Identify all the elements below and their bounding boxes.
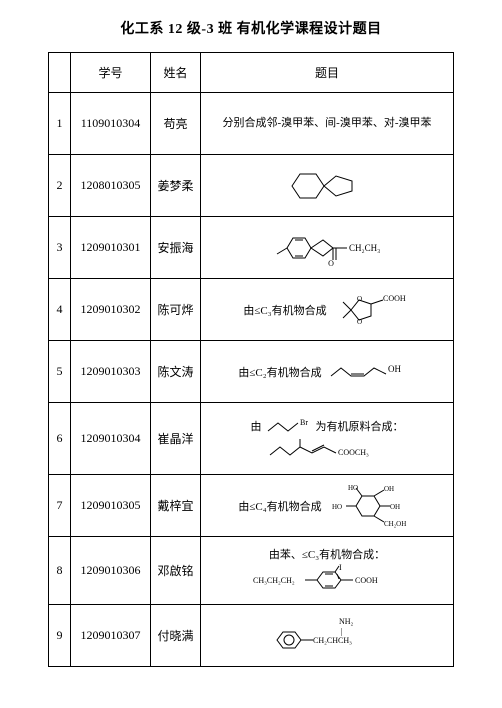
topic-text: 分别合成邻-溴甲苯、间-溴甲苯、对-溴甲苯 [205,115,449,133]
cell-topic: O CH₂CH₃ [201,217,454,279]
svg-text:I: I [339,564,342,572]
cell-name: 姜梦柔 [151,155,201,217]
cell-idx: 8 [49,537,71,605]
cell-topic [201,155,454,217]
cell-topic: 由≤C₃有机物合成 O O COOH [201,279,454,341]
table-row: 3 1209010301 安振海 [49,217,454,279]
label-chain: CH₂CHCH₃ [313,636,352,645]
cell-topic: 分别合成邻-溴甲苯、间-溴甲苯、对-溴甲苯 [201,93,454,155]
cell-id: 1209010307 [71,605,151,667]
cell-name: 苟亮 [151,93,201,155]
svg-text:O: O [328,259,334,268]
table-row: 6 1209010304 崔晶洋 由 Br 为有机原料合成： [49,403,454,475]
header-id: 学号 [71,53,151,93]
cell-name: 戴梓宜 [151,475,201,537]
cell-idx: 5 [49,341,71,403]
cell-name: 邓啟铭 [151,537,201,605]
cell-idx: 4 [49,279,71,341]
topic-text: 由苯、≤C₃有机物合成： [205,546,449,562]
structure-ester: COOCH₃ [205,437,449,461]
cell-name: 安振海 [151,217,201,279]
table-row: 2 1208010305 姜梦柔 [49,155,454,217]
assignments-table: 学号 姓名 题目 1 1109010304 苟亮 分别合成邻-溴甲苯、间-溴甲苯… [48,52,454,667]
label-ho: HO [332,503,342,511]
cell-id: 1209010301 [71,217,151,279]
cell-topic: 由≤C₂有机物合成 OH [201,341,454,403]
cell-id: 1208010305 [71,155,151,217]
header-name: 姓名 [151,53,201,93]
cell-name: 陈文涛 [151,341,201,403]
label-ethyl: CH₂CH₃ [349,243,380,253]
structure-amine: NH₂ | CH₂CHCH₃ [205,614,449,658]
structure-bromo: Br [264,417,314,435]
topic-text-a: 由 [251,418,262,434]
topic-text: 由≤C₃有机物合成 [243,302,326,318]
cell-name: 付晓满 [151,605,201,667]
svg-text:|: | [341,627,343,636]
label-ester: COOCH₃ [338,448,369,457]
table-row: 8 1209010306 邓啟铭 由苯、≤C₃有机物合成： [49,537,454,605]
page-title: 化工系 12 级-3 班 有机化学课程设计题目 [48,18,454,38]
topic-text: 由≤C₂有机物合成 [238,364,321,380]
table-row: 9 1209010307 付晓满 NH₂ | CH₂CHCH₃ [49,605,454,667]
label-oh1: OH [384,485,394,493]
cell-idx: 3 [49,217,71,279]
cell-id: 1109010304 [71,93,151,155]
topic-text-b: 为有机原料合成： [316,418,404,434]
table-row: 5 1209010303 陈文涛 由≤C₂有机物合成 OH [49,341,454,403]
label-ch2oh: CH₂OH [384,520,406,528]
cell-name: 崔晶洋 [151,403,201,475]
label-ho2: HO [348,484,358,492]
svg-text:O: O [357,295,362,303]
label-cooh: COOH [355,576,378,585]
cell-name: 陈可烨 [151,279,201,341]
label-propyl: CH₃CH₂CH₂ [253,576,295,585]
structure-spirocycle [205,166,449,206]
cell-id: 1209010304 [71,403,151,475]
label-br: Br [300,418,308,427]
cell-idx: 9 [49,605,71,667]
cell-topic: NH₂ | CH₂CHCH₃ [201,605,454,667]
table-row: 1 1109010304 苟亮 分别合成邻-溴甲苯、间-溴甲苯、对-溴甲苯 [49,93,454,155]
cell-id: 1209010303 [71,341,151,403]
table-row: 4 1209010302 陈可烨 由≤C₃有机物合成 O O [49,279,454,341]
topic-text: 由≤C₄有机物合成 [238,498,321,514]
cell-idx: 1 [49,93,71,155]
structure-polyol: 由≤C₄有机物合成 HO HO OH OH [205,482,449,530]
header-idx [49,53,71,93]
cell-idx: 7 [49,475,71,537]
label-oh2: OH [390,503,400,511]
structure-allylic-alcohol: 由≤C₂有机物合成 OH [205,358,449,386]
cell-id: 1209010302 [71,279,151,341]
cell-id: 1209010306 [71,537,151,605]
cell-topic: 由≤C₄有机物合成 HO HO OH OH [201,475,454,537]
structure-dioxolane: 由≤C₃有机物合成 O O COOH [205,288,449,332]
cell-id: 1209010305 [71,475,151,537]
cell-idx: 6 [49,403,71,475]
svg-text:O: O [357,318,362,326]
cell-idx: 2 [49,155,71,217]
label-cooh: COOH [383,294,406,303]
table-row: 7 1209010305 戴梓宜 由≤C₄有机物合成 [49,475,454,537]
label-oh: OH [388,364,401,374]
header-topic: 题目 [201,53,454,93]
label-nh2: NH₂ [339,617,354,626]
structure-indanone: O CH₂CH₃ [205,228,449,268]
cell-topic: 由苯、≤C₃有机物合成： I CH₃CH₂CH₂ [201,537,454,605]
structure-benzoic: I CH₃CH₂CH₂ COOH [205,564,449,596]
cell-topic: 由 Br 为有机原料合成： [201,403,454,475]
